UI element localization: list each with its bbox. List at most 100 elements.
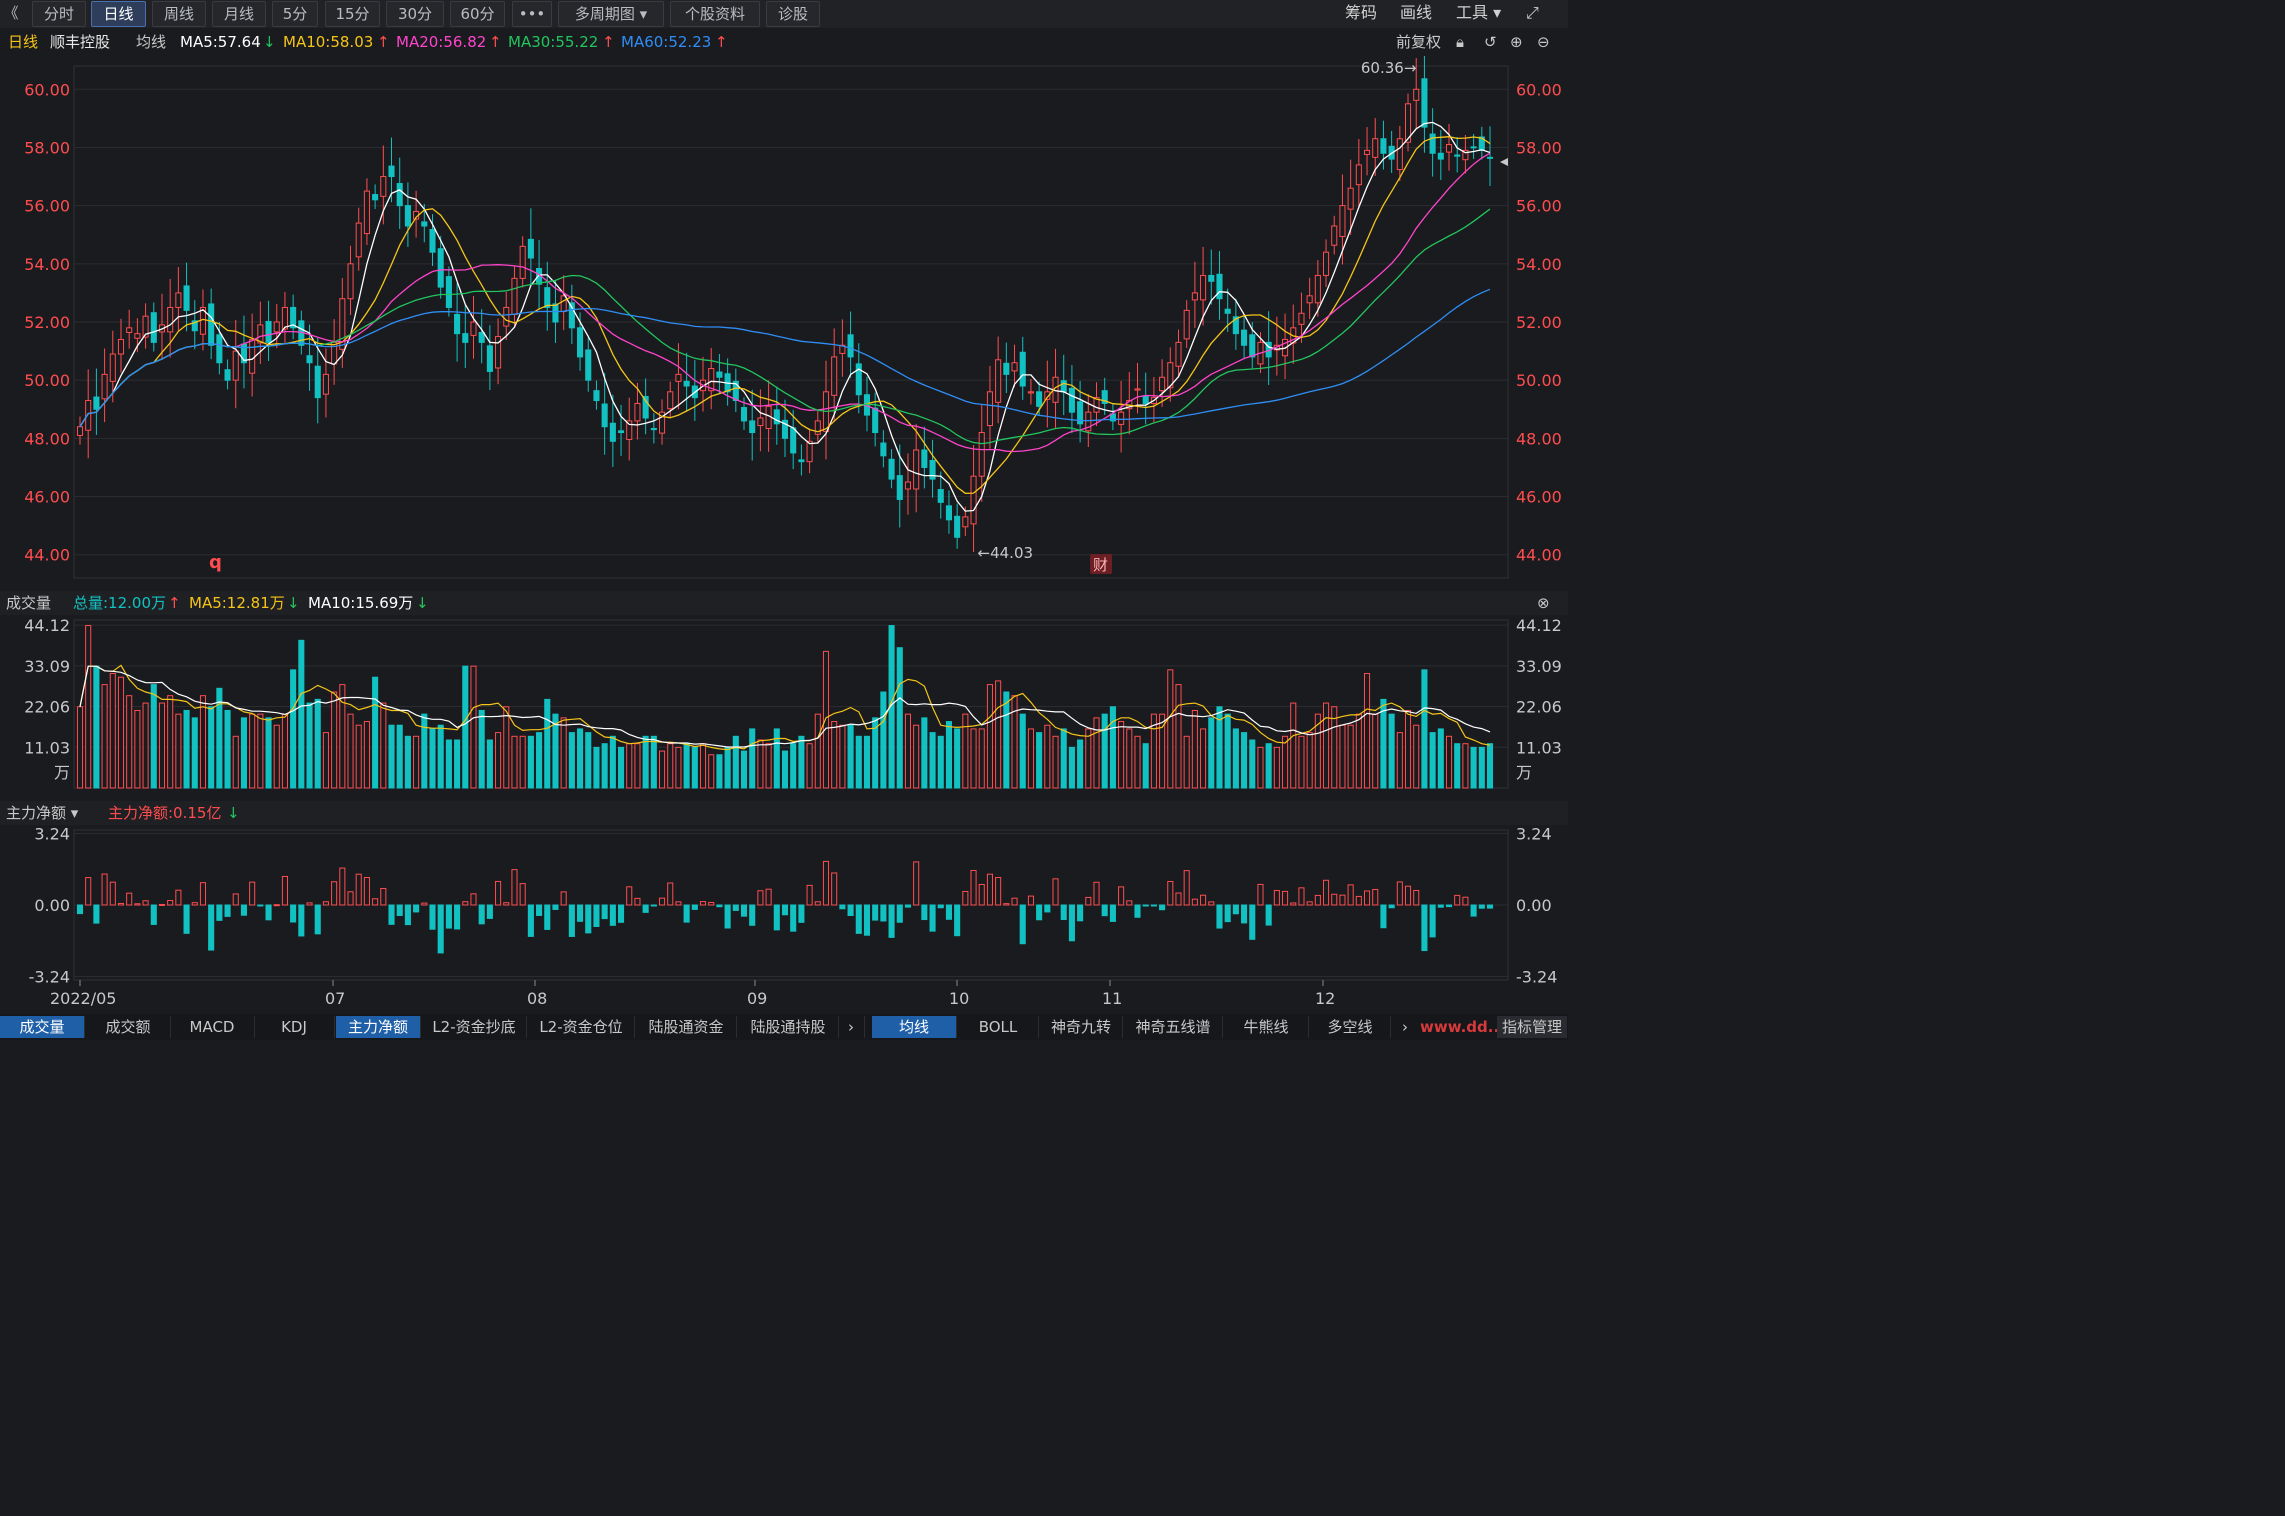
netflow-bar: [281, 875, 288, 906]
netflow-bar: [1101, 904, 1108, 917]
netflow-bar: [1331, 893, 1338, 906]
tab-60min[interactable]: 60分: [450, 1, 505, 27]
volume-bar: [372, 676, 379, 789]
volume-bar: [1355, 713, 1362, 789]
candle-body: [1208, 274, 1215, 282]
volume-bar: [1363, 673, 1371, 789]
close-icon[interactable]: ⊗: [1537, 594, 1550, 612]
tab-weekly[interactable]: 周线: [152, 1, 206, 27]
netflow-bar: [1257, 883, 1264, 906]
tab-5min[interactable]: 5分: [272, 1, 318, 27]
indicator-tab[interactable]: MACD: [170, 1016, 255, 1038]
ma10-value: MA10:58.03: [283, 33, 374, 51]
more-menu-button[interactable]: •••: [512, 1, 552, 27]
draw-button[interactable]: 画线: [1400, 3, 1433, 22]
netflow-bar: [142, 900, 149, 906]
indicator-tab[interactable]: 主力净额: [336, 1016, 421, 1038]
tab-monthly[interactable]: 月线: [212, 1, 266, 27]
volume-bar: [1216, 706, 1223, 789]
candle-body: [954, 515, 961, 538]
adjust-mode[interactable]: 前复权: [1396, 33, 1442, 51]
volume-bar: [732, 735, 739, 789]
overlay-tab[interactable]: 均线: [872, 1016, 957, 1038]
candle-body: [249, 338, 256, 374]
volume-bar: [1027, 728, 1034, 789]
volume-tick-left: 22.06: [24, 698, 70, 717]
netflow-bar: [93, 904, 100, 924]
volume-bar: [560, 717, 567, 789]
overlay-tab[interactable]: 多空线: [1310, 1016, 1391, 1038]
netflow-bar: [1388, 904, 1395, 909]
overlay-tab[interactable]: 神奇九转: [1040, 1016, 1123, 1038]
netflow-bar: [913, 861, 920, 906]
multi-period-dropdown[interactable]: 多周期图 ▾: [558, 1, 664, 27]
volume-bar: [1314, 713, 1321, 789]
zoom-out-icon[interactable]: ⊖: [1537, 33, 1550, 51]
price-tick-left: 52.00: [24, 313, 70, 332]
tab-daily[interactable]: 日线: [91, 1, 146, 27]
netflow-bar: [814, 901, 821, 906]
overlay-tab[interactable]: 牛熊线: [1224, 1016, 1309, 1038]
volume-bar: [568, 732, 575, 789]
indicator-tab[interactable]: L2-资金抄底: [422, 1016, 527, 1038]
diagnose-button[interactable]: 诊股: [766, 1, 820, 27]
overlay-tab[interactable]: 神奇五线谱: [1124, 1016, 1223, 1038]
lock-icon[interactable]: 🔒︎: [1456, 33, 1464, 51]
back-icon[interactable]: 《: [3, 4, 19, 22]
stock-profile-button[interactable]: 个股资料: [670, 1, 760, 27]
netflow-bar: [1093, 881, 1100, 906]
volume-bar: [191, 717, 198, 789]
netflow-bar: [773, 904, 780, 931]
tab-intraday[interactable]: 分时: [32, 1, 86, 27]
candle-body: [126, 327, 133, 333]
volume-bar: [872, 717, 879, 789]
more-tabs-icon[interactable]: ›: [1402, 1018, 1408, 1036]
ma-label[interactable]: 均线: [136, 33, 167, 51]
tab-15min[interactable]: 15分: [325, 1, 380, 27]
overlay-tab[interactable]: BOLL: [958, 1016, 1039, 1038]
netflow-bar: [863, 904, 871, 936]
indicator-tab[interactable]: L2-资金仓位: [528, 1016, 635, 1038]
tools-button[interactable]: 工具 ▾: [1456, 3, 1502, 22]
netflow-bar: [650, 904, 657, 907]
netflow-chart[interactable]: 3.24 3.24 0.00 0.00 -3.24 -3.24 2022/05 07 08 09 1…: [0, 825, 1568, 1013]
tab-30min[interactable]: 30分: [386, 1, 444, 27]
volume-bar: [1183, 735, 1190, 789]
price-chart[interactable]: 60.00 60.00 58.00 58.00 56.00 56.00 54.00 54.00…: [0, 56, 1568, 590]
indicator-manage-button[interactable]: 指标管理: [1497, 1016, 1567, 1038]
fullscreen-icon[interactable]: ⤢: [1526, 3, 1539, 22]
netflow-bar: [404, 904, 411, 926]
more-tabs-icon[interactable]: ›: [838, 1016, 865, 1038]
candle-body: [306, 355, 313, 364]
candle-body: [962, 516, 969, 528]
candle-body: [1372, 138, 1379, 158]
zoom-in-icon[interactable]: ⊕: [1510, 33, 1523, 51]
indicator-tab[interactable]: KDJ: [254, 1016, 335, 1038]
volume-title[interactable]: 成交量: [6, 594, 52, 612]
volume-bar: [1306, 732, 1313, 789]
netflow-title[interactable]: 主力净额 ▾: [6, 804, 79, 822]
volume-bar: [773, 728, 780, 789]
indicator-tab[interactable]: 成交额: [86, 1016, 171, 1038]
candle-body: [544, 287, 551, 308]
volume-bar: [585, 732, 592, 789]
candle-body: [404, 205, 411, 227]
indicator-tab[interactable]: 陆股通资金: [636, 1016, 737, 1038]
undo-icon[interactable]: ↺: [1484, 33, 1497, 51]
netflow-bar: [109, 881, 116, 906]
volume-bar: [1052, 735, 1059, 789]
indicator-tab[interactable]: 成交量: [0, 1016, 85, 1038]
volume-chart[interactable]: 44.12 44.12 33.09 33.09 22.06 22.06 11.03 11.03…: [0, 615, 1568, 800]
volume-bar: [322, 732, 329, 789]
netflow-bar: [1347, 884, 1354, 906]
price-tick-left: 56.00: [24, 197, 70, 216]
candle-body: [896, 475, 903, 500]
volume-bar: [642, 735, 649, 789]
chips-button[interactable]: 筹码: [1345, 3, 1378, 22]
netflow-bar: [445, 904, 452, 929]
volume-bar: [1265, 743, 1272, 789]
netflow-bar: [1159, 904, 1166, 911]
netflow-bar: [552, 904, 559, 910]
indicator-tab[interactable]: 陆股通持股: [738, 1016, 839, 1038]
candle-body: [658, 411, 666, 434]
